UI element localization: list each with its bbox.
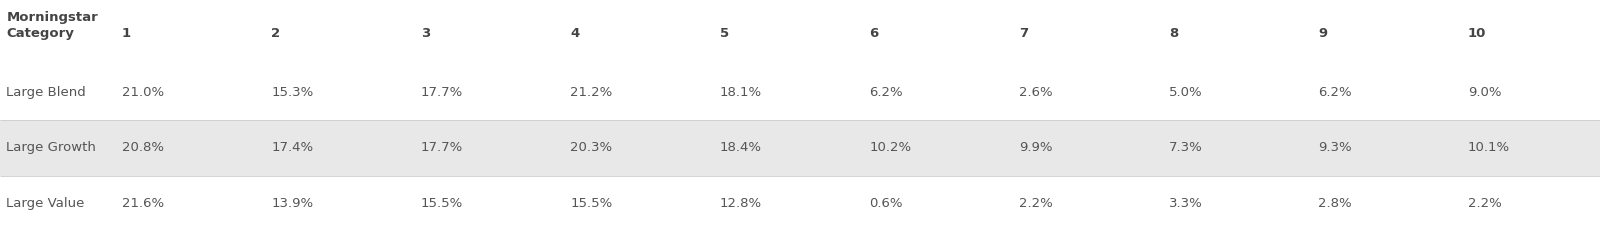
Text: 5: 5 xyxy=(720,27,730,40)
Text: Category: Category xyxy=(6,27,74,40)
Text: 4: 4 xyxy=(570,27,579,40)
Text: 8: 8 xyxy=(1168,27,1178,40)
Text: 1: 1 xyxy=(122,27,131,40)
Text: 9.9%: 9.9% xyxy=(1019,141,1053,154)
Text: 15.5%: 15.5% xyxy=(570,197,613,210)
Text: 2.8%: 2.8% xyxy=(1318,197,1352,210)
Text: 15.5%: 15.5% xyxy=(421,197,462,210)
Text: 21.0%: 21.0% xyxy=(122,86,163,99)
Bar xyxy=(0,120,1600,176)
Text: 6: 6 xyxy=(870,27,878,40)
Text: 18.1%: 18.1% xyxy=(720,86,762,99)
Text: 3.3%: 3.3% xyxy=(1168,197,1203,210)
Text: 9.0%: 9.0% xyxy=(1469,86,1501,99)
Bar xyxy=(0,65,1600,120)
Text: 15.3%: 15.3% xyxy=(270,86,314,99)
Text: 5.0%: 5.0% xyxy=(1168,86,1203,99)
Text: 10.2%: 10.2% xyxy=(870,141,912,154)
Text: 9.3%: 9.3% xyxy=(1318,141,1352,154)
Text: 21.6%: 21.6% xyxy=(122,197,163,210)
Text: 17.7%: 17.7% xyxy=(421,141,462,154)
Text: 2.2%: 2.2% xyxy=(1019,197,1053,210)
Text: 6.2%: 6.2% xyxy=(870,86,904,99)
Text: Morningstar: Morningstar xyxy=(6,11,98,24)
Text: 2.2%: 2.2% xyxy=(1469,197,1502,210)
Text: 10.1%: 10.1% xyxy=(1469,141,1510,154)
Text: 6.2%: 6.2% xyxy=(1318,86,1352,99)
Text: 10: 10 xyxy=(1469,27,1486,40)
Text: 2.6%: 2.6% xyxy=(1019,86,1053,99)
Text: 12.8%: 12.8% xyxy=(720,197,762,210)
Text: 13.9%: 13.9% xyxy=(270,197,314,210)
Text: Large Value: Large Value xyxy=(6,197,85,210)
Text: Large Growth: Large Growth xyxy=(6,141,96,154)
Text: 3: 3 xyxy=(421,27,430,40)
Bar xyxy=(0,176,1600,231)
Text: 20.8%: 20.8% xyxy=(122,141,163,154)
Text: 0.6%: 0.6% xyxy=(870,197,902,210)
Text: 17.4%: 17.4% xyxy=(270,141,314,154)
Text: Large Blend: Large Blend xyxy=(6,86,86,99)
Text: 21.2%: 21.2% xyxy=(570,86,613,99)
Text: 17.7%: 17.7% xyxy=(421,86,462,99)
Text: 2: 2 xyxy=(270,27,280,40)
Text: 7: 7 xyxy=(1019,27,1029,40)
Text: 20.3%: 20.3% xyxy=(570,141,613,154)
Text: 7.3%: 7.3% xyxy=(1168,141,1203,154)
Text: 18.4%: 18.4% xyxy=(720,141,762,154)
Text: 9: 9 xyxy=(1318,27,1328,40)
